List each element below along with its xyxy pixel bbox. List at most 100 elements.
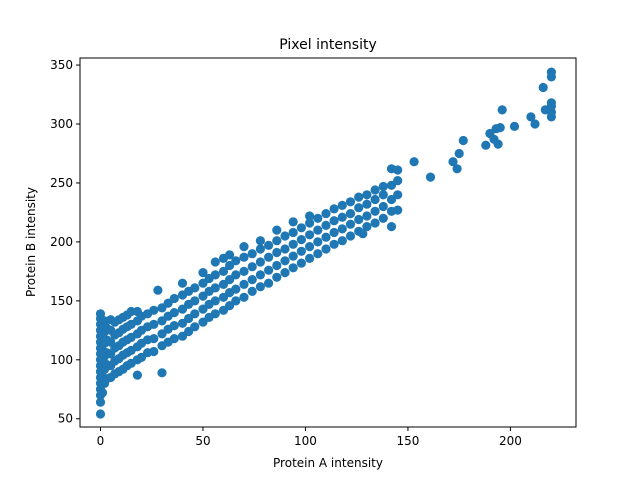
data-point — [153, 285, 163, 295]
data-point — [280, 268, 290, 278]
data-point — [231, 296, 241, 306]
data-point — [95, 397, 106, 407]
data-point — [378, 190, 388, 200]
data-point — [280, 231, 290, 241]
data-point — [345, 219, 356, 229]
data-point — [264, 278, 274, 288]
data-point — [264, 240, 274, 250]
data-point — [313, 249, 323, 259]
data-point — [337, 212, 347, 222]
data-point — [210, 296, 220, 306]
data-point — [321, 232, 331, 242]
data-point — [386, 222, 397, 232]
data-point — [321, 209, 331, 219]
data-point — [177, 278, 188, 288]
data-point — [132, 370, 142, 380]
data-point — [329, 216, 339, 226]
data-point — [198, 268, 208, 278]
x-tick-label: 100 — [294, 434, 317, 448]
data-point — [313, 237, 323, 247]
data-point — [362, 199, 372, 209]
data-point — [190, 296, 200, 306]
data-point — [370, 185, 380, 195]
data-point — [169, 334, 179, 344]
data-point — [149, 334, 159, 344]
data-point — [190, 309, 200, 319]
data-point — [354, 203, 364, 213]
data-point — [305, 230, 315, 240]
data-point — [305, 211, 315, 221]
data-point — [210, 257, 220, 267]
data-point — [425, 172, 436, 182]
data-point — [255, 282, 265, 292]
data-point — [255, 270, 265, 280]
data-point — [530, 119, 540, 129]
y-tick-label: 350 — [50, 58, 73, 72]
data-point — [538, 82, 548, 93]
x-axis-ticks: 0 50 100 150 200 — [97, 427, 522, 448]
data-point — [452, 164, 462, 174]
data-point — [239, 242, 249, 252]
data-point — [321, 244, 331, 254]
data-point — [247, 275, 257, 285]
data-point — [546, 67, 557, 77]
data-point — [305, 242, 315, 252]
data-point — [247, 286, 257, 296]
data-point — [280, 256, 290, 266]
chart-title: Pixel intensity — [279, 37, 377, 53]
data-point — [313, 225, 323, 235]
data-point — [337, 200, 347, 210]
y-tick-label: 100 — [50, 353, 73, 367]
y-tick-label: 150 — [50, 294, 73, 308]
data-point — [313, 213, 323, 223]
data-point — [370, 206, 380, 216]
data-point — [272, 260, 282, 271]
data-point — [255, 257, 265, 267]
data-point — [448, 157, 458, 167]
x-axis-label: Protein A intensity — [273, 456, 383, 470]
points-layer — [95, 67, 557, 419]
data-point — [288, 239, 298, 249]
data-point — [378, 201, 388, 212]
data-point — [255, 244, 265, 254]
data-point — [247, 249, 257, 259]
data-point — [393, 190, 403, 200]
data-point — [345, 231, 356, 241]
data-point — [329, 239, 339, 249]
data-point — [247, 262, 257, 272]
data-point — [239, 279, 249, 289]
y-axis-label: Protein B intensity — [24, 187, 38, 297]
data-point — [280, 244, 290, 254]
data-point — [370, 194, 380, 205]
data-point — [95, 409, 106, 419]
data-point — [239, 292, 249, 302]
data-point — [493, 139, 503, 149]
data-point — [305, 218, 315, 228]
data-point — [362, 190, 372, 200]
data-point — [329, 204, 339, 214]
data-point — [231, 270, 241, 280]
data-point — [321, 220, 331, 230]
data-point — [393, 205, 403, 215]
data-point — [345, 209, 356, 219]
data-point — [95, 309, 106, 319]
data-point — [296, 258, 306, 268]
data-point — [481, 140, 491, 150]
y-tick-label: 200 — [50, 235, 73, 249]
plot-frame — [79, 57, 577, 428]
data-point — [509, 121, 520, 131]
data-point — [239, 266, 249, 276]
data-point — [149, 319, 159, 329]
x-tick-label: 50 — [195, 434, 210, 448]
data-point — [288, 263, 298, 273]
data-point — [169, 308, 179, 318]
data-point — [288, 227, 298, 238]
data-point — [210, 309, 220, 319]
data-point — [378, 213, 388, 223]
data-point — [272, 247, 282, 258]
data-point — [231, 284, 241, 294]
data-point — [337, 224, 347, 234]
data-point — [345, 197, 356, 207]
data-point — [337, 236, 347, 246]
data-point — [354, 214, 364, 225]
